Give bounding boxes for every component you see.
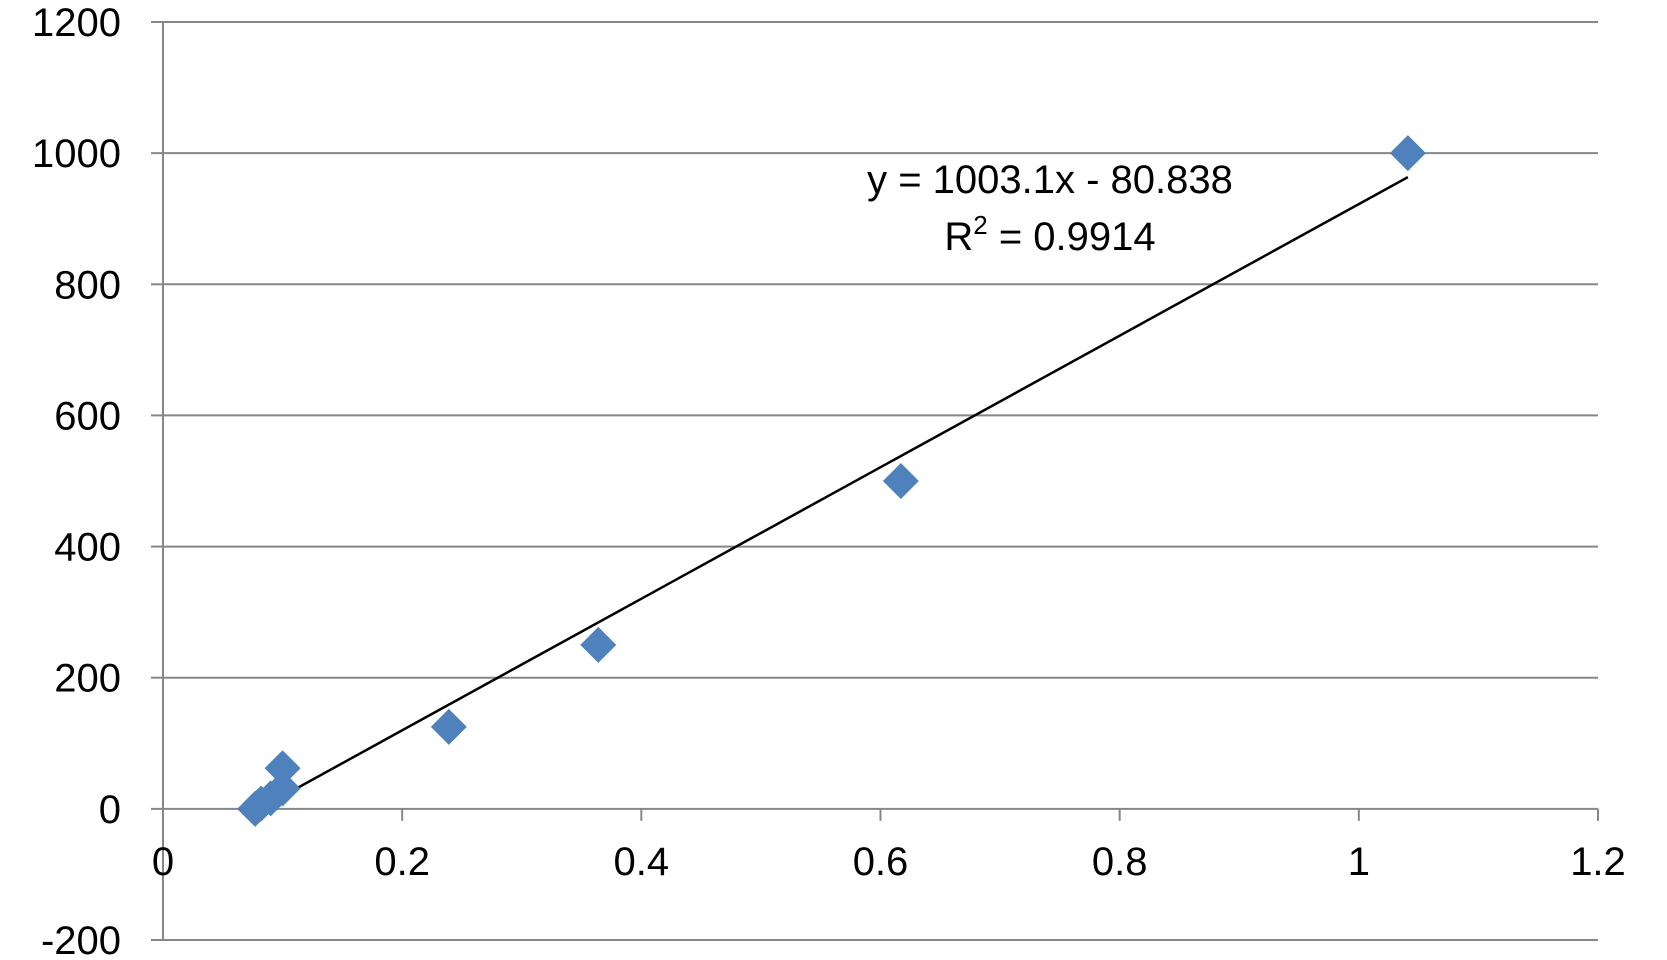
x-tick-label: 0.2 (374, 840, 430, 884)
x-tick-label: 1 (1348, 840, 1370, 884)
y-tick-label: 600 (54, 394, 121, 438)
axes (151, 21, 1599, 941)
x-tick-label: 0.4 (614, 840, 670, 884)
y-tick-label: 400 (54, 526, 121, 570)
y-tick-label: 800 (54, 263, 121, 307)
r-squared-superscript: 2 (973, 210, 987, 240)
y-tick-label: 1200 (32, 1, 121, 45)
trendline-annotation: y = 1003.1x - 80.838 R2 = 0.9914 (867, 158, 1233, 259)
gridlines (163, 21, 1598, 941)
data-point (1389, 135, 1426, 172)
data-point (264, 770, 301, 807)
tick-labels: -200 0 200 400 600 800 1000 1200 0 0.2 0.4 0.6 0.8 1 1… (32, 1, 1626, 960)
x-tick-label: 1.2 (1570, 840, 1626, 884)
data-point (580, 626, 617, 663)
y-tick-label: 1000 (32, 132, 121, 176)
data-points (237, 135, 1426, 827)
x-tick-label: 0 (152, 840, 174, 884)
trendline (254, 176, 1409, 813)
y-tick-label: 0 (99, 788, 121, 832)
data-point (264, 750, 301, 787)
r-squared-label: R2 = 0.9914 (944, 210, 1155, 259)
data-point (882, 463, 919, 499)
y-tick-label: 200 (54, 657, 121, 701)
x-tick-label: 0.6 (853, 840, 909, 884)
r-squared-prefix: R (944, 215, 973, 259)
trendline-equation: y = 1003.1x - 80.838 (867, 158, 1233, 202)
y-tick-label: -200 (41, 919, 121, 955)
r-squared-value: = 0.9914 (988, 215, 1156, 259)
data-point (430, 708, 467, 745)
x-tick-label: 0.8 (1092, 840, 1148, 884)
trendline-group (254, 176, 1409, 813)
